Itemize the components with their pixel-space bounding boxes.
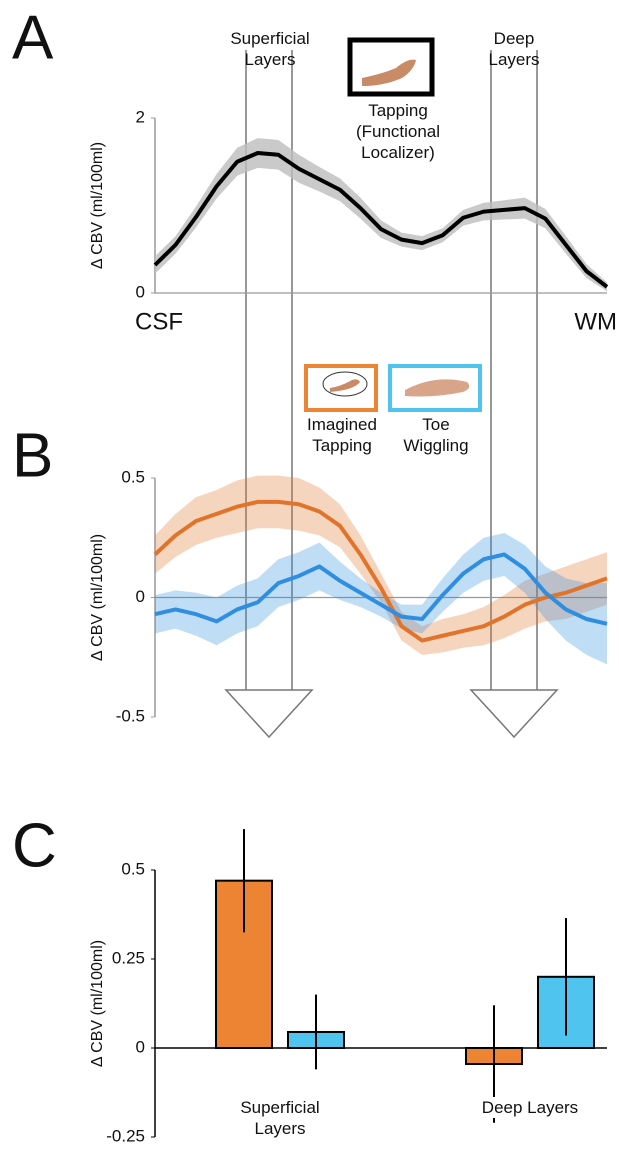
- line: [153, 151, 609, 289]
- annotation: Superficial Layers: [230, 29, 310, 69]
- x-tick-label: CSF: [135, 308, 183, 335]
- y-axis-label: Δ CBV (ml/100ml): [89, 142, 106, 269]
- y-tick-label: 0: [136, 282, 145, 301]
- y-tick-label: -0.5: [116, 706, 145, 725]
- legend-label: Toe Wiggling: [403, 415, 469, 455]
- legend-label: Tapping (Functional Localizer): [355, 101, 441, 162]
- panel-letter: B: [12, 421, 53, 490]
- y-tick-label: 0: [136, 1037, 145, 1056]
- y-axis-label: Δ CBV (ml/100ml): [89, 940, 106, 1067]
- annotation: Deep Layers: [488, 29, 540, 69]
- legend-icons: [304, 364, 482, 412]
- error-band: [155, 475, 607, 655]
- y-tick-label: 0: [136, 587, 145, 606]
- x-tick-label: Superficial Layers: [220, 1097, 340, 1139]
- panel-letter: C: [12, 811, 57, 880]
- y-tick-label: 2: [136, 107, 145, 126]
- error-band: [155, 138, 607, 292]
- x-tick-label: Deep Layers: [470, 1097, 590, 1118]
- legend-label: Imagined Tapping: [307, 415, 377, 455]
- x-tick-label: WM: [574, 308, 617, 335]
- y-tick-label: 0.5: [121, 467, 145, 486]
- y-axis-label: Δ CBV (ml/100ml): [89, 534, 106, 661]
- y-tick-label: -0.25: [106, 1126, 145, 1145]
- y-tick-label: 0.25: [112, 948, 145, 967]
- y-tick-label: 0.5: [121, 859, 145, 878]
- line: [153, 499, 608, 643]
- panel-letter: A: [12, 3, 54, 72]
- line: [154, 552, 608, 626]
- error-band: [155, 532, 607, 665]
- tapping-icon: [347, 37, 435, 97]
